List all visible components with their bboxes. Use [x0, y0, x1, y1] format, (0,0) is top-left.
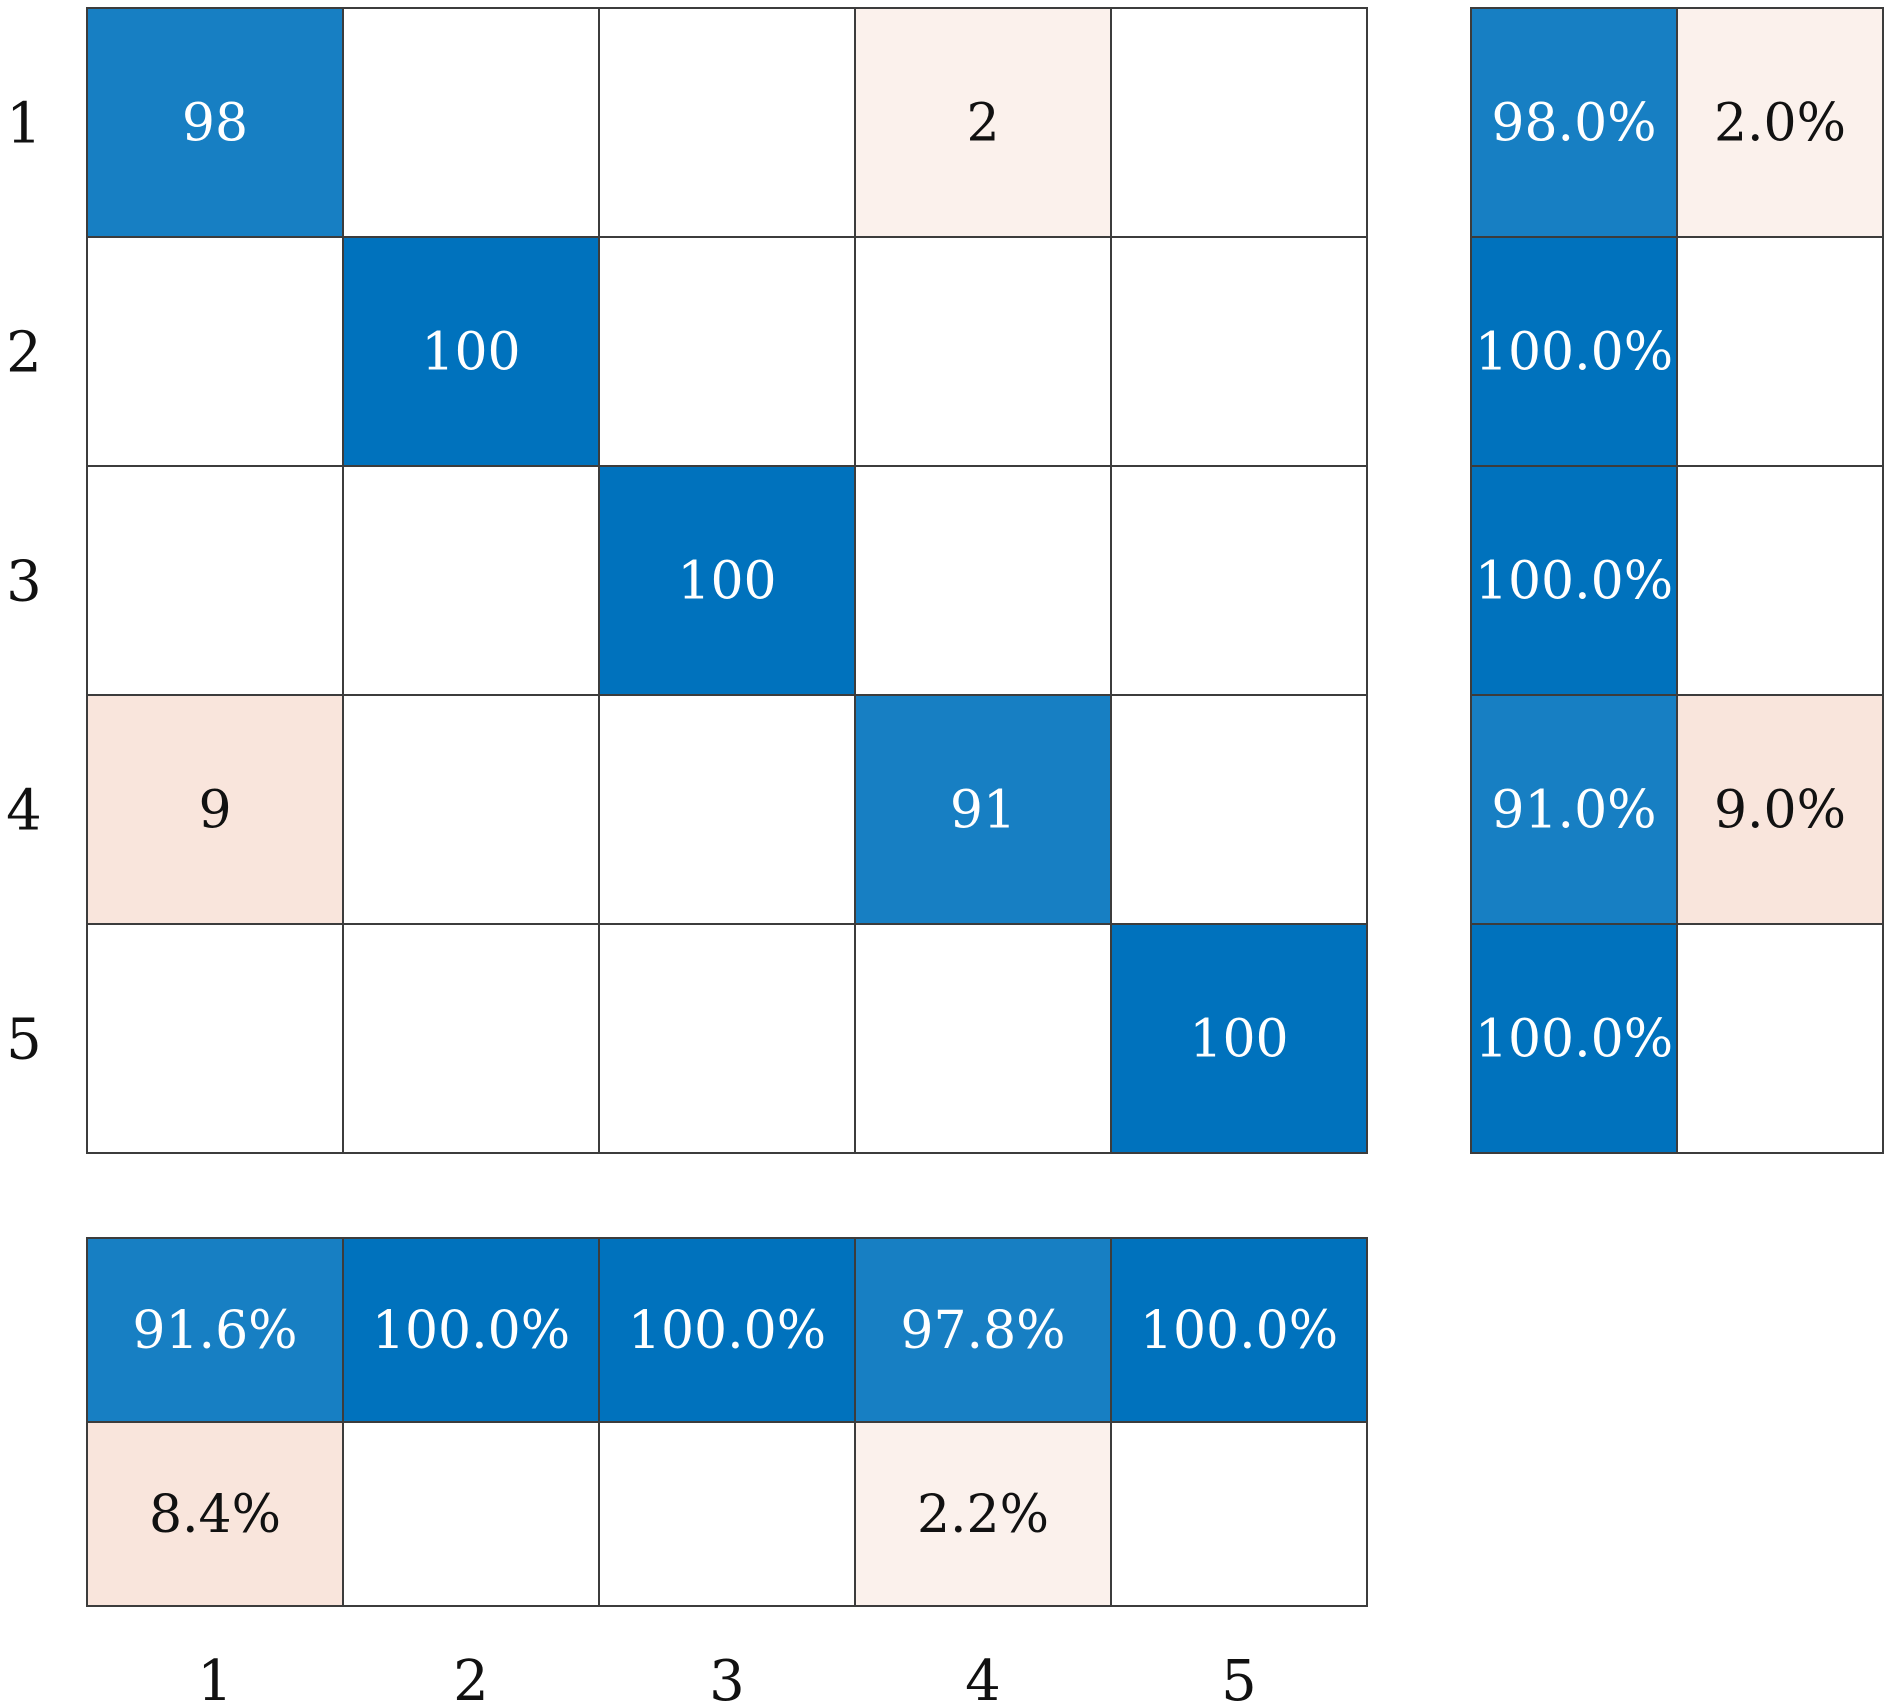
matrix-cell-r2-c1 — [86, 236, 344, 467]
matrix-cell-r2-c4 — [854, 236, 1112, 467]
row-summary-correct-r4-label: 91.0% — [1491, 781, 1656, 841]
column-summary-correct-c4-label: 97.8% — [900, 1301, 1065, 1361]
matrix-cell-r4-c1 — [86, 694, 344, 925]
column-tick-label: 2 — [453, 1649, 489, 1708]
row-summary-correct-r5 — [1470, 923, 1678, 1154]
matrix-cell-r1-c5 — [1110, 7, 1368, 238]
matrix-cell-r2-c5 — [1110, 236, 1368, 467]
row-summary-correct-r1 — [1470, 7, 1678, 238]
column-summary-correct-c3 — [598, 1237, 856, 1423]
matrix-cell-r3-c3-label: 100 — [677, 552, 776, 612]
column-summary-incorrect-c2 — [342, 1421, 600, 1607]
column-summary-correct-c5 — [1110, 1237, 1368, 1423]
row-summary-correct-r4 — [1470, 694, 1678, 925]
matrix-cell-r1-c2 — [342, 7, 600, 238]
row-summary-correct-r5-label: 100.0% — [1475, 1010, 1673, 1070]
column-tick-label: 5 — [1221, 1649, 1257, 1708]
matrix-cell-r2-c2 — [342, 236, 600, 467]
matrix-cell-r5-c4 — [854, 923, 1112, 1154]
matrix-cell-r3-c2 — [342, 465, 600, 696]
matrix-cell-r5-c3 — [598, 923, 856, 1154]
row-summary-incorrect-r1-label: 2.0% — [1714, 94, 1846, 154]
column-summary-incorrect-c4-label: 2.2% — [917, 1485, 1049, 1545]
row-summary-incorrect-r4 — [1676, 694, 1884, 925]
matrix-cell-r5-c5-label: 100 — [1189, 1010, 1288, 1070]
matrix-cell-r1-c1-label: 98 — [182, 94, 248, 154]
row-summary-incorrect-r3 — [1676, 465, 1884, 696]
column-summary-correct-c3-label: 100.0% — [628, 1301, 826, 1361]
matrix-cell-r5-c5 — [1110, 923, 1368, 1154]
column-summary-correct-c2-label: 100.0% — [372, 1301, 570, 1361]
column-summary-incorrect-c3 — [598, 1421, 856, 1607]
row-tick-label: 4 — [6, 779, 42, 844]
row-summary-correct-r2 — [1470, 236, 1678, 467]
matrix-cell-r1-c4-label: 2 — [966, 94, 999, 154]
matrix-cell-r1-c3 — [598, 7, 856, 238]
matrix-cell-r1-c4 — [854, 7, 1112, 238]
matrix-cell-r4-c4 — [854, 694, 1112, 925]
row-tick-label: 2 — [6, 321, 42, 386]
row-tick-label: 1 — [6, 92, 42, 157]
matrix-cell-r4-c5 — [1110, 694, 1368, 925]
matrix-cell-r4-c2 — [342, 694, 600, 925]
row-summary-incorrect-r2 — [1676, 236, 1884, 467]
row-summary-correct-r1-label: 98.0% — [1491, 94, 1656, 154]
matrix-cell-r2-c3 — [598, 236, 856, 467]
matrix-cell-r3-c4 — [854, 465, 1112, 696]
matrix-cell-r4-c4-label: 91 — [950, 781, 1016, 841]
column-summary-correct-c2 — [342, 1237, 600, 1423]
column-tick-label: 3 — [709, 1649, 745, 1708]
matrix-cell-r4-c1-label: 9 — [198, 781, 231, 841]
matrix-cell-r3-c3 — [598, 465, 856, 696]
column-summary-correct-c4 — [854, 1237, 1112, 1423]
row-summary-incorrect-r5 — [1676, 923, 1884, 1154]
column-summary-correct-c1-label: 91.6% — [132, 1301, 297, 1361]
column-summary-incorrect-c1 — [86, 1421, 344, 1607]
matrix-cell-r3-c5 — [1110, 465, 1368, 696]
row-tick-label: 5 — [6, 1008, 42, 1073]
column-tick-label: 4 — [965, 1649, 1001, 1708]
row-summary-incorrect-r4-label: 9.0% — [1714, 781, 1846, 841]
row-tick-label: 3 — [6, 550, 42, 615]
column-summary-incorrect-c5 — [1110, 1421, 1368, 1607]
matrix-cell-r3-c1 — [86, 465, 344, 696]
row-summary-correct-r2-label: 100.0% — [1475, 323, 1673, 383]
column-summary-incorrect-c1-label: 8.4% — [149, 1485, 281, 1545]
row-summary-correct-r3-label: 100.0% — [1475, 552, 1673, 612]
column-summary-incorrect-c4 — [854, 1421, 1112, 1607]
column-summary-correct-c5-label: 100.0% — [1140, 1301, 1338, 1361]
column-tick-label: 1 — [197, 1649, 233, 1708]
matrix-cell-r4-c3 — [598, 694, 856, 925]
matrix-cell-r5-c2 — [342, 923, 600, 1154]
matrix-cell-r5-c1 — [86, 923, 344, 1154]
matrix-cell-r2-c2-label: 100 — [421, 323, 520, 383]
column-summary-correct-c1 — [86, 1237, 344, 1423]
matrix-cell-r1-c1 — [86, 7, 344, 238]
